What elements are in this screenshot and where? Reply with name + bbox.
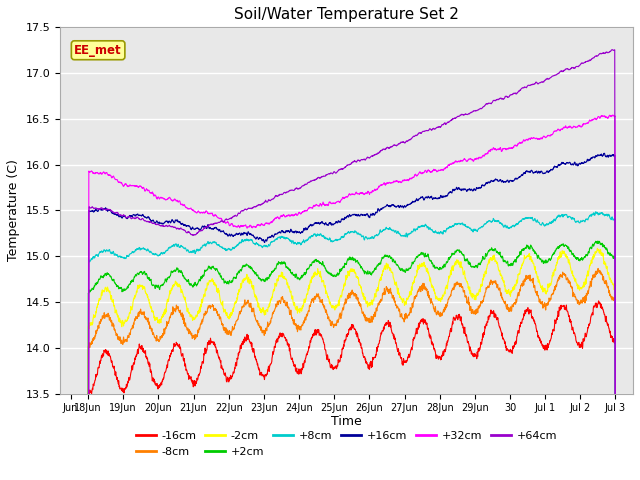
- Y-axis label: Temperature (C): Temperature (C): [7, 159, 20, 262]
- X-axis label: Time: Time: [331, 415, 362, 428]
- Text: EE_met: EE_met: [74, 44, 122, 57]
- Title: Soil/Water Temperature Set 2: Soil/Water Temperature Set 2: [234, 7, 459, 22]
- Legend: -16cm, -8cm, -2cm, +2cm, +8cm, +16cm, +32cm, +64cm: -16cm, -8cm, -2cm, +2cm, +8cm, +16cm, +3…: [131, 427, 561, 461]
